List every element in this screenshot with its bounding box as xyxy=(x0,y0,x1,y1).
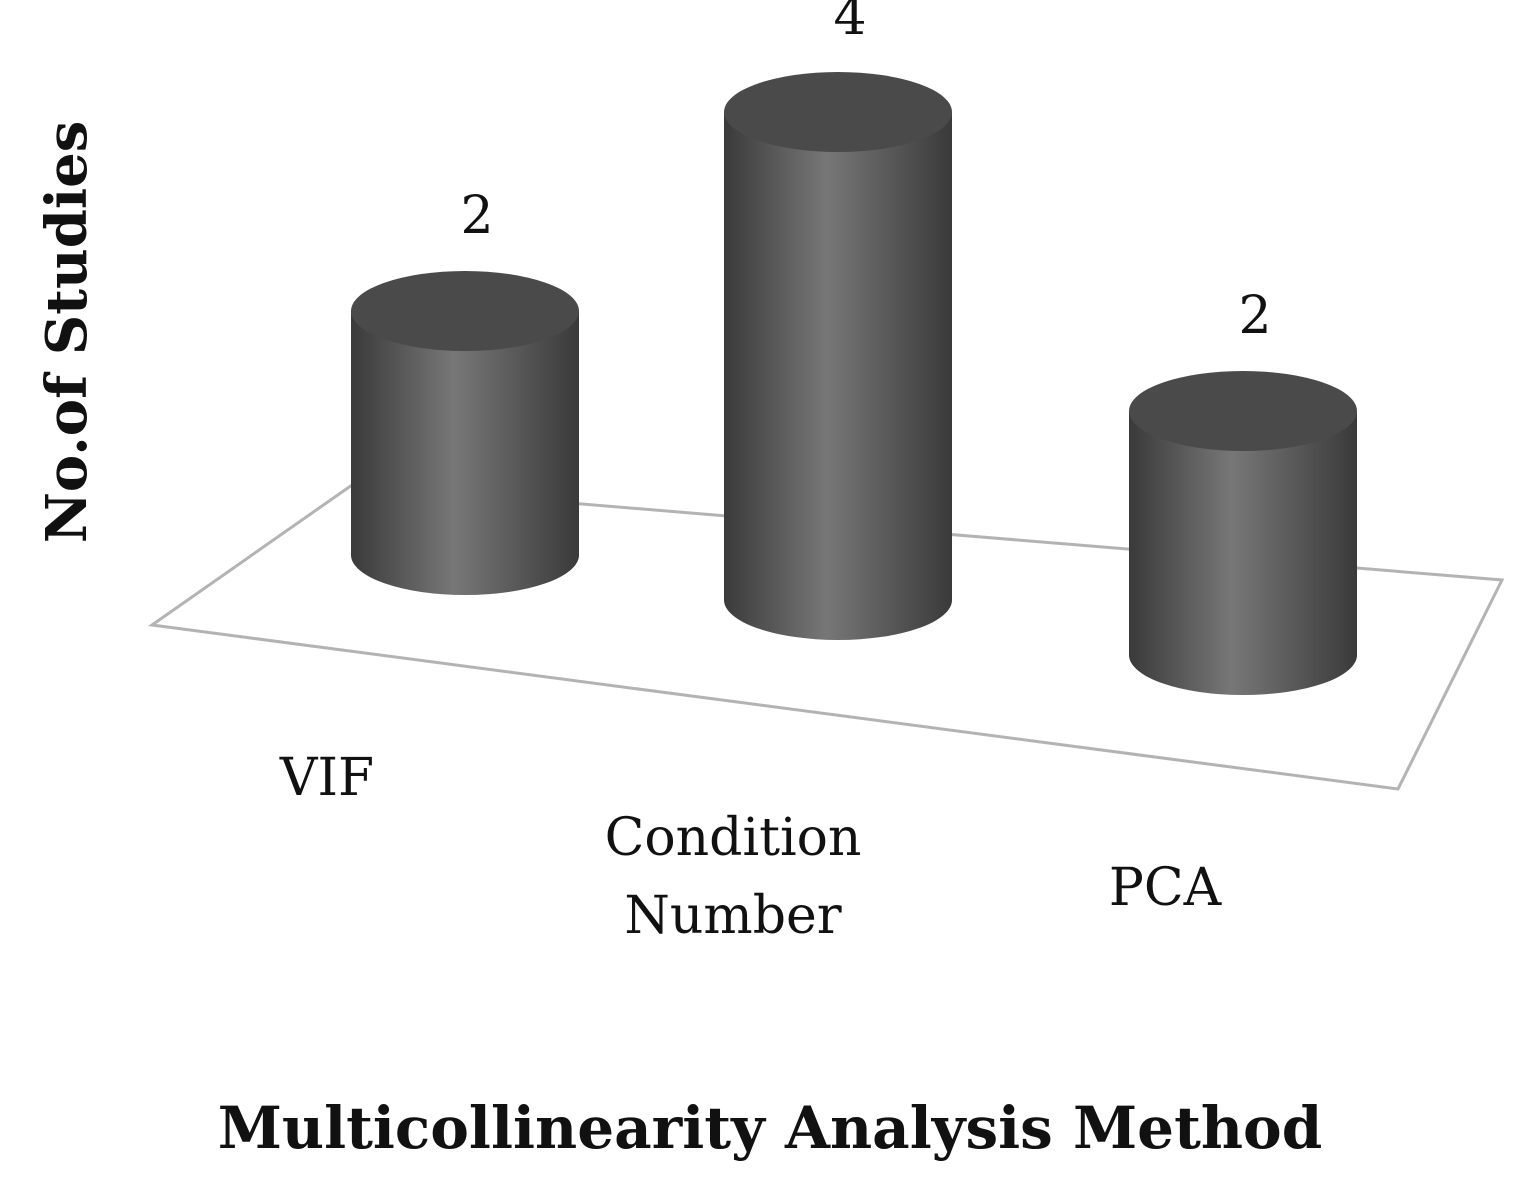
data-label: 4 xyxy=(833,0,866,47)
bars-group xyxy=(351,72,1357,695)
bar-top xyxy=(351,271,579,351)
bar-top xyxy=(724,72,952,152)
bar-body xyxy=(724,112,952,640)
y-axis-title: No.of Studies xyxy=(34,121,100,544)
x-tick-label: VIF xyxy=(279,748,374,808)
data-label: 2 xyxy=(460,186,493,246)
bar-2 xyxy=(1129,371,1357,695)
x-axis-title: Multicollinearity Analysis Method xyxy=(218,1094,1323,1162)
bar-0 xyxy=(351,271,579,595)
x-tick-label: PCA xyxy=(1109,858,1223,918)
bar-top xyxy=(1129,371,1357,451)
bar-body xyxy=(1129,411,1357,695)
bar-1 xyxy=(724,72,952,640)
x-tick-label: Condition xyxy=(605,808,862,868)
data-label: 2 xyxy=(1238,286,1271,346)
x-tick-label: Number xyxy=(624,886,841,946)
bar-body xyxy=(351,311,579,595)
